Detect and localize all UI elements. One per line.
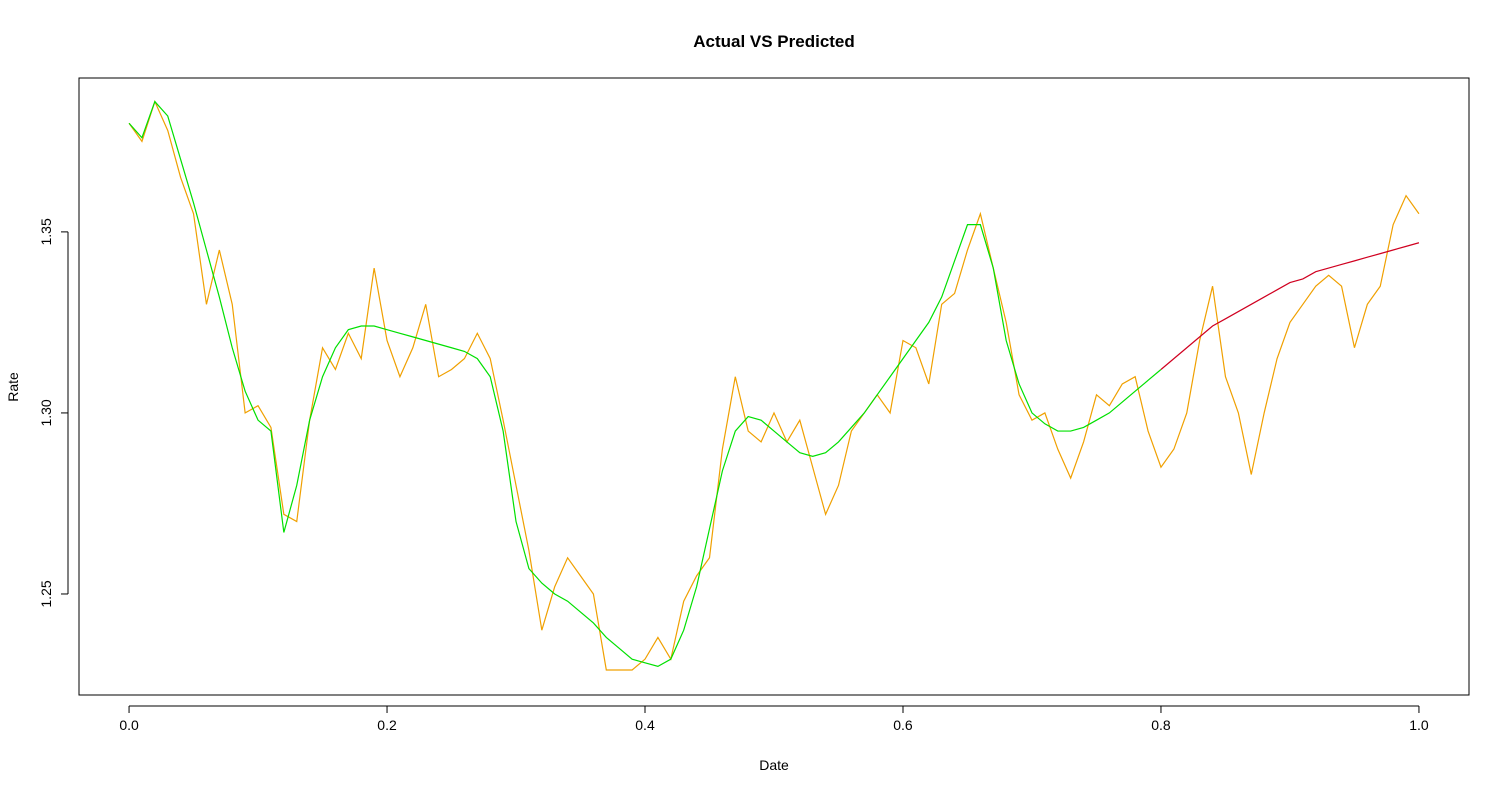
x-tick-label: 0.6 — [893, 717, 913, 733]
x-tick-label: 0.8 — [1151, 717, 1171, 733]
y-tick-label: 1.25 — [38, 580, 54, 607]
plot-frame — [78, 77, 1470, 696]
chart-title: Actual VS Predicted — [693, 32, 855, 51]
x-tick-label: 0.2 — [377, 717, 397, 733]
x-tick-label: 0.0 — [119, 717, 139, 733]
y-tick-label: 1.30 — [38, 399, 54, 426]
x-tick-label: 1.0 — [1409, 717, 1429, 733]
data-line — [128, 99, 1420, 671]
x-tick-label: 0.4 — [635, 717, 655, 733]
data-line — [128, 100, 1162, 668]
x-axis-label: Date — [759, 757, 789, 773]
data-line — [1160, 242, 1420, 370]
y-axis-label: Rate — [5, 372, 21, 402]
y-tick-label: 1.35 — [38, 218, 54, 245]
